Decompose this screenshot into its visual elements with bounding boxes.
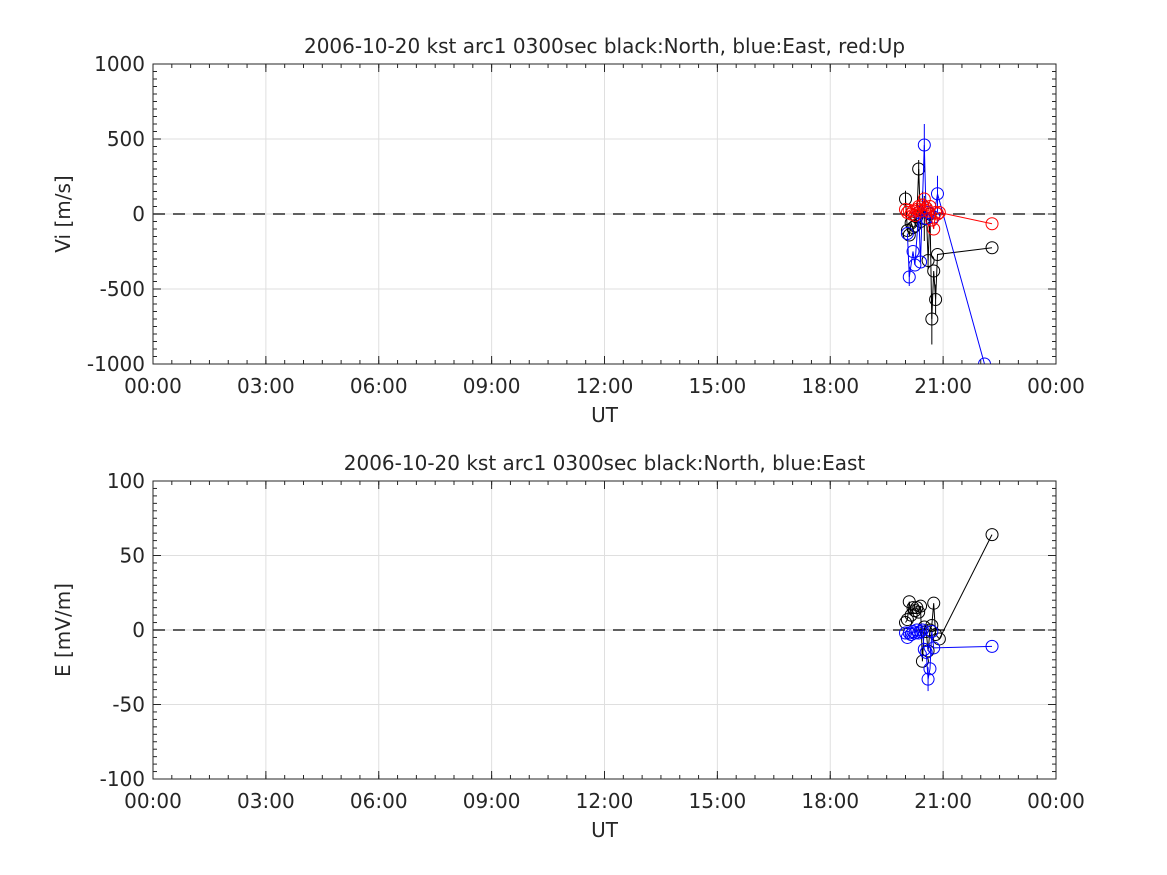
data-point-east xyxy=(917,642,931,656)
data-point-east xyxy=(919,645,933,659)
data-point-north xyxy=(927,596,941,610)
x-tick-label: 00:00 xyxy=(1027,374,1085,398)
y-axis-label: Vi [m/s] xyxy=(51,175,75,252)
x-tick-label: 18:00 xyxy=(801,374,859,398)
data-point-east xyxy=(930,187,944,201)
data-point-north xyxy=(929,293,943,306)
data-point-north xyxy=(900,613,914,627)
x-tick-label: 12:00 xyxy=(576,789,634,813)
x-tick-label: 15:00 xyxy=(689,789,747,813)
data-point-north xyxy=(925,312,939,326)
data-point-up xyxy=(927,222,941,236)
x-tick-label: 09:00 xyxy=(463,374,521,398)
data-point-up xyxy=(930,207,944,221)
data-point-east xyxy=(912,626,926,640)
x-tick-label: 00:00 xyxy=(124,374,182,398)
y-tick-label: 100 xyxy=(107,469,145,493)
y-tick-label: -100 xyxy=(100,767,145,791)
data-point-east xyxy=(914,255,928,269)
data-point-north xyxy=(921,254,935,267)
data-point-north xyxy=(985,241,999,255)
x-tick-label: 03:00 xyxy=(237,789,295,813)
y-tick-label: 500 xyxy=(107,127,145,151)
y-tick-label: -500 xyxy=(100,277,145,301)
chart-panel-1: 00:00 03:00 06:00 09:00 12:00 15:00 18:00 21:00… xyxy=(51,451,1085,842)
data-point-north xyxy=(914,599,928,613)
data-point-east xyxy=(978,357,992,364)
data-point-east xyxy=(914,624,928,638)
data-point-north xyxy=(930,248,944,261)
data-point-east xyxy=(908,626,922,640)
x-tick-label: 06:00 xyxy=(350,374,408,398)
y-tick-label: -50 xyxy=(112,693,145,717)
x-tick-label: 15:00 xyxy=(689,374,747,398)
data-point-east xyxy=(923,662,937,676)
axes-frame xyxy=(152,480,1057,780)
data-point-north xyxy=(927,264,941,278)
y-tick-label: 0 xyxy=(132,618,145,642)
data-point-east xyxy=(925,624,939,638)
chart-panel-0: 00:00 03:00 06:00 09:00 12:00 15:00 18:00 21:00… xyxy=(51,34,1085,427)
data-point-east xyxy=(900,227,914,240)
x-tick-label: 06:00 xyxy=(350,789,408,813)
plot-series-group xyxy=(899,528,999,692)
data-point-north xyxy=(912,605,926,619)
data-point-up xyxy=(929,206,943,219)
chart-title: 2006-10-20 kst arc1 0300sec black:North,… xyxy=(304,34,905,58)
data-point-north xyxy=(985,528,999,542)
data-point-east xyxy=(927,641,941,655)
y-axis-label: E [mV/m] xyxy=(51,583,75,677)
y-tick-label: 50 xyxy=(120,544,145,568)
data-point-east xyxy=(921,672,935,686)
data-point-east xyxy=(902,270,916,284)
x-tick-label: 12:00 xyxy=(576,374,634,398)
y-tick-label: 1000 xyxy=(94,52,145,76)
x-tick-label: 21:00 xyxy=(914,374,972,398)
x-axis-label: UT xyxy=(591,403,619,427)
x-tick-label: 00:00 xyxy=(1027,789,1085,813)
data-point-east xyxy=(915,623,929,637)
x-tick-label: 03:00 xyxy=(237,374,295,398)
x-tick-label: 09:00 xyxy=(463,789,521,813)
data-point-east xyxy=(906,245,920,258)
x-tick-label: 18:00 xyxy=(801,789,859,813)
plot-series-group xyxy=(899,124,999,364)
data-point-up xyxy=(932,206,946,219)
x-tick-label: 00:00 xyxy=(124,789,182,813)
y-tick-label: 0 xyxy=(132,202,145,226)
y-tick-label: -1000 xyxy=(87,352,145,376)
data-point-east xyxy=(917,138,931,152)
chart-title: 2006-10-20 kst arc1 0300sec black:North,… xyxy=(344,451,866,475)
data-point-north xyxy=(929,627,943,641)
data-point-up xyxy=(985,217,999,231)
data-point-east xyxy=(985,639,999,653)
x-tick-label: 21:00 xyxy=(914,789,972,813)
x-axis-label: UT xyxy=(591,818,619,842)
axes-frame xyxy=(152,63,1057,365)
